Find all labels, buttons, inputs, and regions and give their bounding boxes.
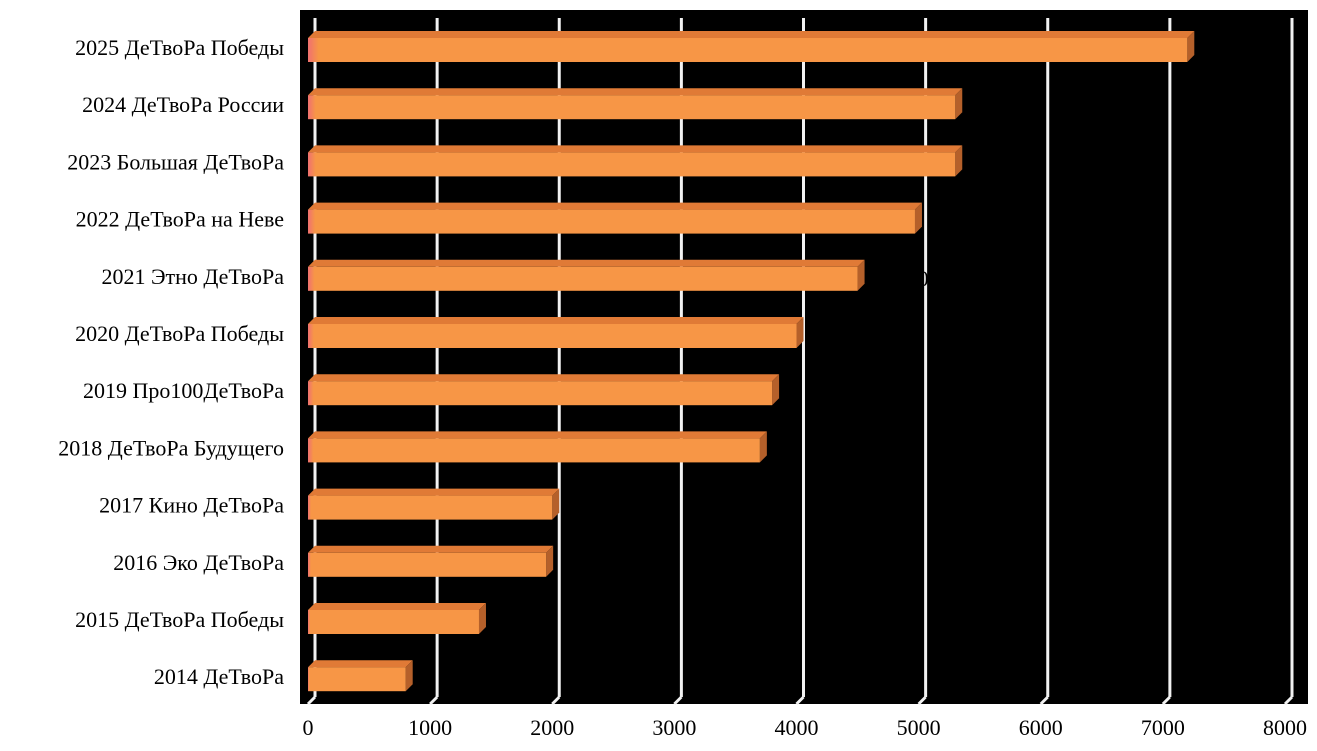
gridline-foot xyxy=(1161,695,1171,706)
bar xyxy=(308,552,547,577)
bar-top xyxy=(308,603,486,610)
bar-side xyxy=(546,545,554,577)
x-tick-label: 4000 xyxy=(775,715,819,740)
bar-side xyxy=(478,603,486,634)
category-label: 2014 ДеТвоРа xyxy=(154,664,284,689)
bar xyxy=(308,667,406,692)
bar-side xyxy=(405,660,413,692)
gridline-foot xyxy=(673,695,683,706)
category-label: 2017 Кино ДеТвоРа xyxy=(99,493,284,518)
x-tick-label: 1000 xyxy=(408,715,452,740)
gridline-foot xyxy=(1283,695,1294,706)
bar-top xyxy=(308,88,963,96)
gridline-foot xyxy=(306,695,317,706)
data-labels: 0 8 0 0 xyxy=(466,266,929,691)
data-label: 0 xyxy=(918,266,929,291)
gridlines xyxy=(306,18,1294,706)
bar xyxy=(308,152,956,177)
bar xyxy=(308,266,858,291)
bar xyxy=(308,324,797,348)
bar-side xyxy=(759,431,767,463)
bar-side xyxy=(955,88,963,120)
data-label: 0 xyxy=(466,666,477,691)
bar-top xyxy=(308,145,963,153)
bar-top xyxy=(308,660,413,668)
x-axis-tick-labels: 0 1000 2000 3000 4000 5000 6000 7000 8000 xyxy=(303,715,1308,740)
bar-side xyxy=(552,488,560,520)
category-label: 2023 Большая ДеТвоРа xyxy=(67,149,284,174)
bar-top xyxy=(308,374,780,382)
bar xyxy=(308,438,760,463)
bar-side xyxy=(955,145,963,177)
bar-top xyxy=(308,431,767,439)
x-tick-label: 0 xyxy=(303,715,314,740)
x-tick-label: 8000 xyxy=(1263,715,1307,740)
gridline-foot xyxy=(551,695,561,706)
bar xyxy=(308,38,1188,62)
gridline-foot xyxy=(1039,695,1049,706)
bar xyxy=(308,381,773,406)
x-tick-label: 6000 xyxy=(1019,715,1063,740)
category-label: 2024 ДеТвоРа России xyxy=(82,92,284,117)
data-label: 8 xyxy=(832,380,843,405)
category-label: 2021 Этно ДеТвоРа xyxy=(101,264,284,289)
bar xyxy=(308,610,479,634)
bar-side xyxy=(914,202,922,234)
gridline-foot xyxy=(917,695,927,706)
category-label: 2020 ДеТвоРа Победы xyxy=(75,321,284,346)
x-tick-label: 7000 xyxy=(1141,715,1185,740)
x-tick-label: 3000 xyxy=(652,715,696,740)
category-label: 2018 ДеТвоРа Будущего xyxy=(58,435,284,460)
bar-top xyxy=(308,317,804,324)
category-labels: 2025 ДеТвоРа Победы 2024 ДеТвоРа России 20… xyxy=(58,35,284,689)
bar-side xyxy=(796,317,804,348)
x-tick-label: 2000 xyxy=(530,715,574,740)
bar-top xyxy=(308,488,560,496)
category-label: 2022 ДеТвоРа на Неве xyxy=(76,207,284,232)
bar-top xyxy=(308,31,1195,38)
bar-side xyxy=(857,259,865,291)
bar-top xyxy=(308,545,554,553)
bar-top xyxy=(308,259,865,267)
category-label: 2015 ДеТвоРа Победы xyxy=(75,607,284,632)
category-label: 2019 Про100ДеТвоРа xyxy=(83,378,284,403)
x-tick-label: 5000 xyxy=(897,715,941,740)
bar-side xyxy=(772,374,780,406)
category-label: 2025 ДеТвоРа Победы xyxy=(75,35,284,60)
bar xyxy=(308,209,915,234)
gridline-foot xyxy=(429,695,439,706)
bar-side xyxy=(1187,31,1195,62)
bars xyxy=(308,31,1195,692)
category-label: 2016 Эко ДеТвоРа xyxy=(113,550,284,575)
bar xyxy=(308,95,956,120)
bar-top xyxy=(308,202,922,210)
gridline-foot xyxy=(795,695,805,706)
bar xyxy=(308,495,553,520)
data-label: 0 xyxy=(820,437,831,462)
